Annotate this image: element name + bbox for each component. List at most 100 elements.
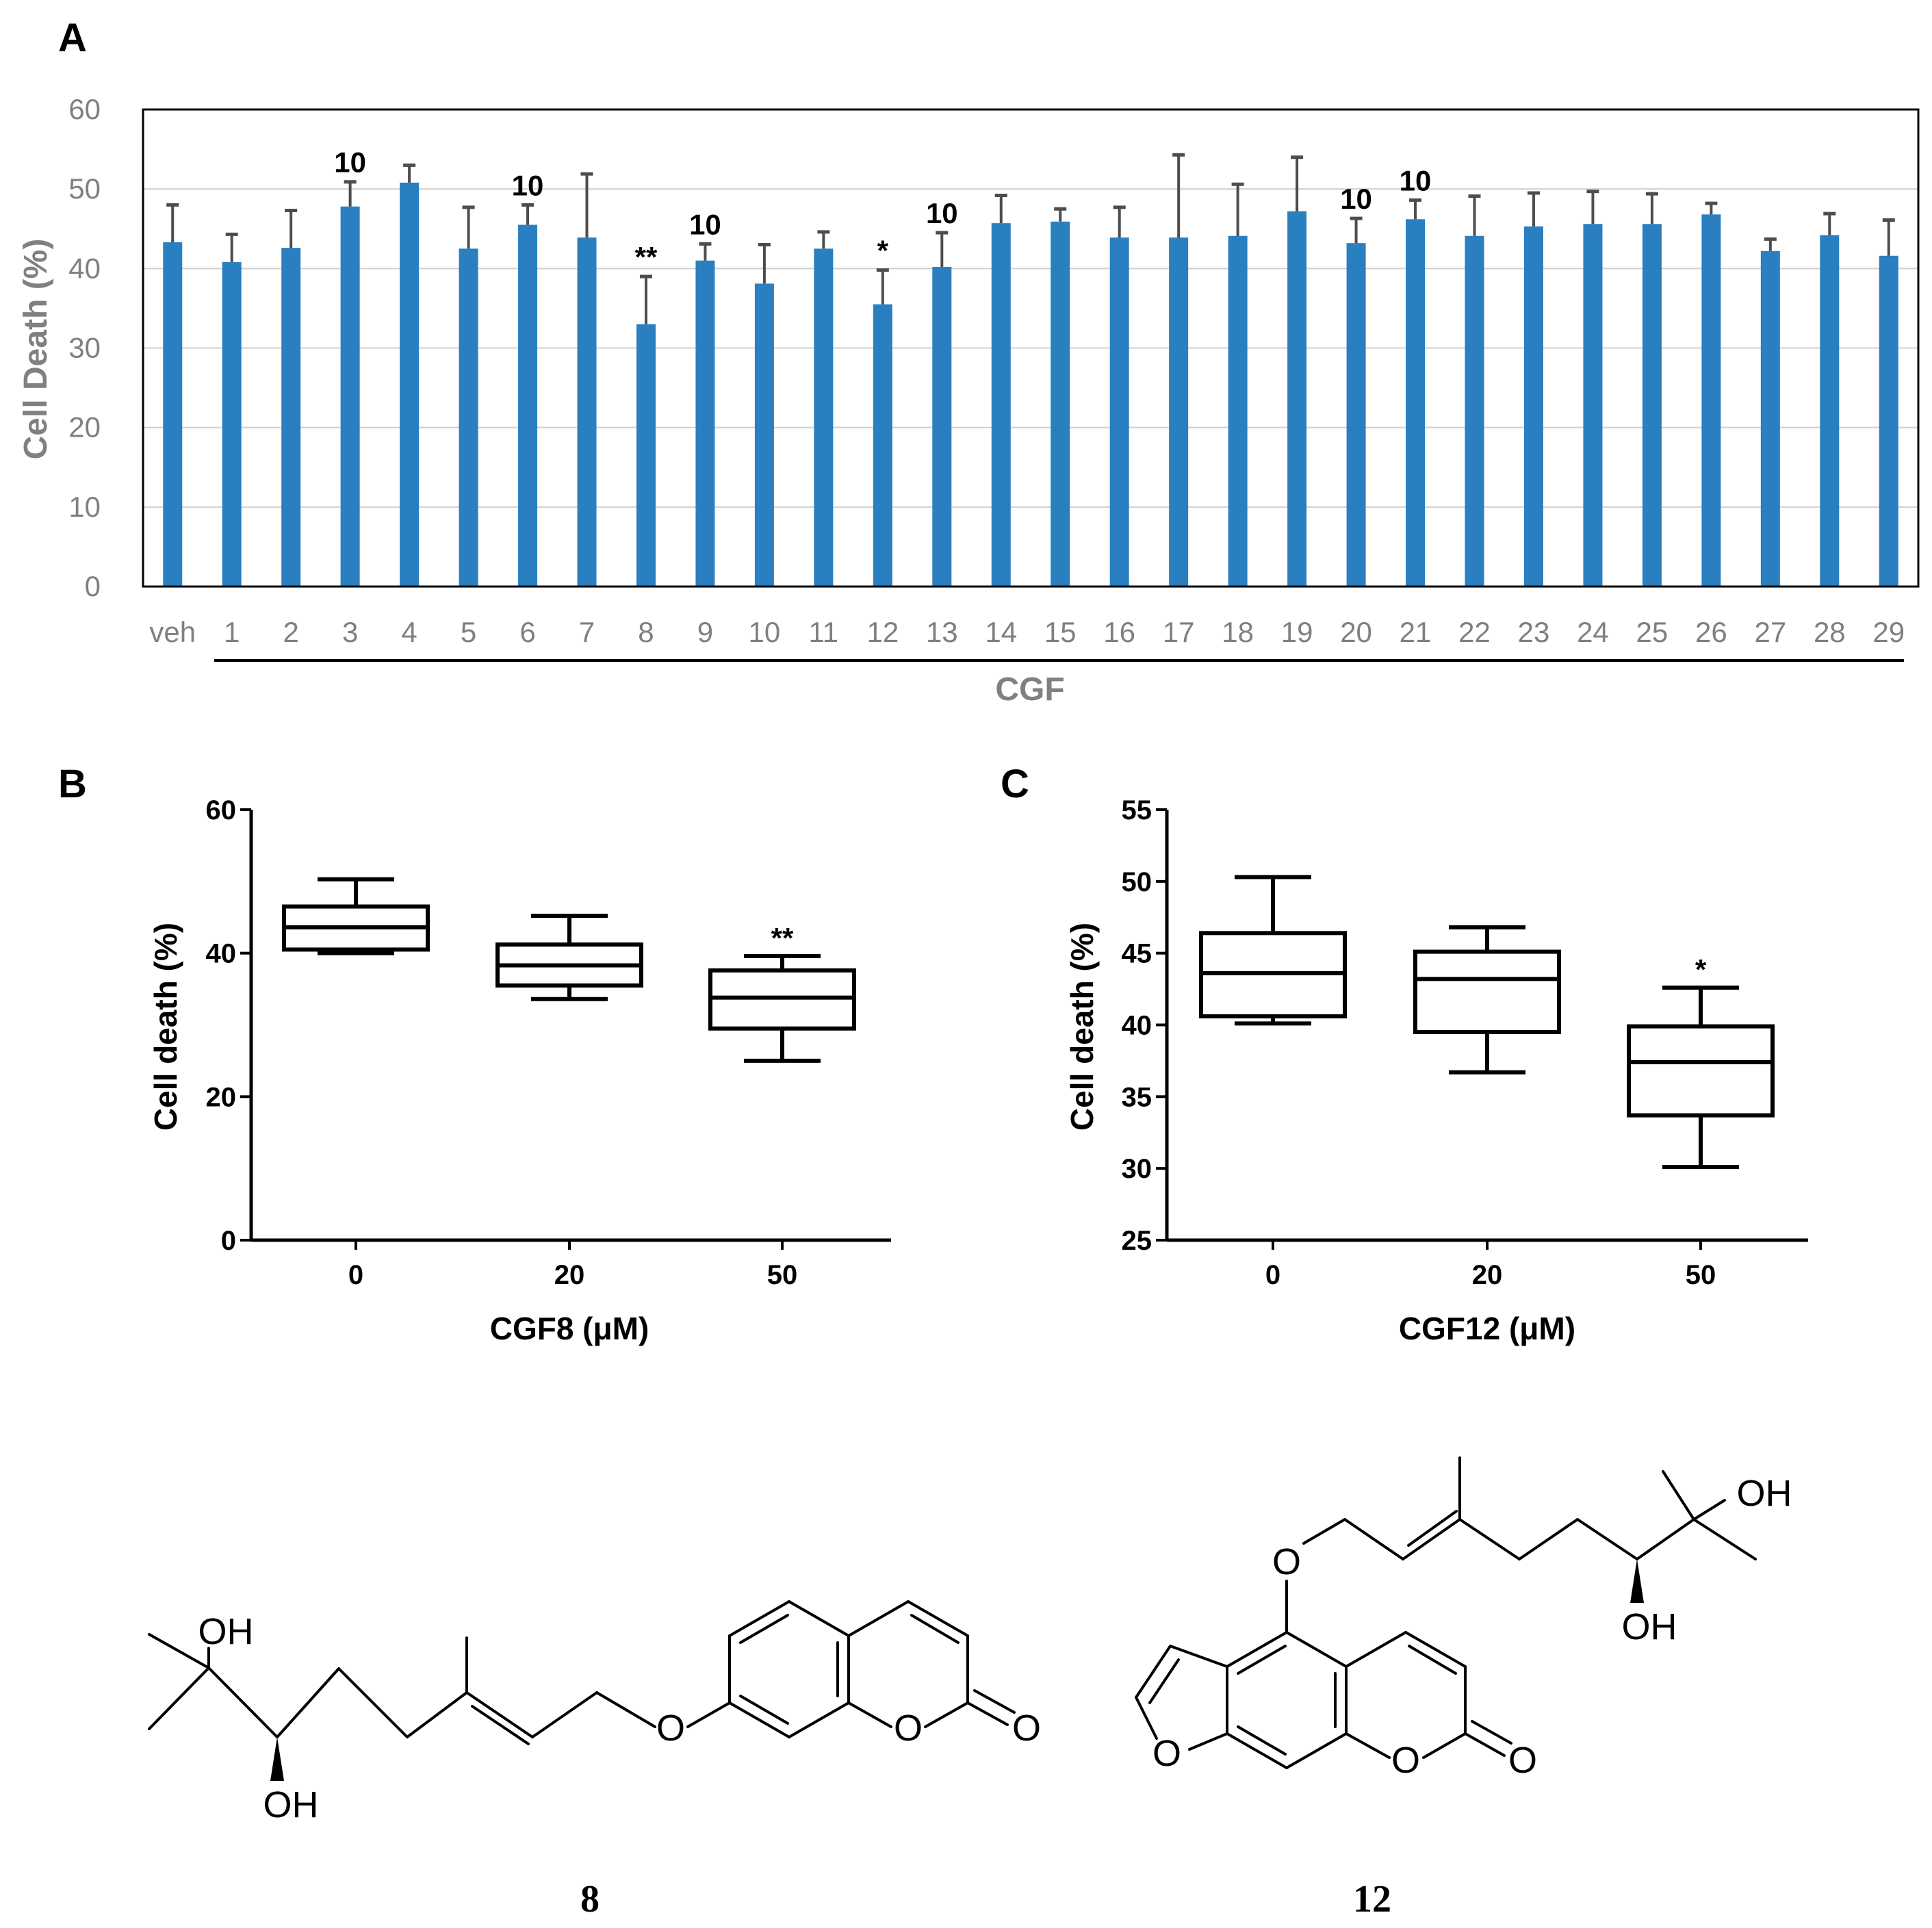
- chart-a-y-label: Cell Death (%): [18, 239, 54, 460]
- chart-a-error-bar-7: [580, 172, 593, 238]
- chart-a-bar-19: [1287, 211, 1307, 587]
- structure-12-bonds: [1135, 1456, 1757, 1769]
- chart-a-bar-13: [932, 267, 952, 587]
- chart-a-bar-15: [1051, 221, 1070, 587]
- panel-letter-a: A: [58, 16, 87, 60]
- structure-8-label: 8: [580, 1878, 600, 1920]
- chart-a-error-bar-3: [344, 180, 357, 207]
- chart-c-annotation: *: [1695, 953, 1707, 986]
- chart-c-box-iqr: [1627, 1024, 1775, 1118]
- chart-a-bar-14: [991, 223, 1011, 587]
- chart-a-x-tick-label: 7: [579, 616, 595, 648]
- chart-a-bar-1: [222, 262, 242, 587]
- chart-c-y-tick-label: 35: [1122, 1082, 1152, 1112]
- chart-a-y-tick-label: 10: [68, 491, 101, 523]
- chart-a-error-bar-19: [1291, 155, 1304, 211]
- chart-c: * 25 30 35 40 45 50 55 0 20 50 CGF12 (μM) Cell d…: [1064, 795, 1808, 1346]
- chart-a-x-tick-label: 29: [1872, 616, 1905, 648]
- chart-a-x-tick-label: 9: [697, 616, 713, 648]
- chart-a-y-tick-label: 0: [85, 570, 101, 602]
- chart-a-annotation: 10: [1400, 164, 1432, 196]
- chart-a-x-tick-label: 17: [1163, 616, 1195, 648]
- chart-a-bar-16: [1109, 237, 1129, 587]
- chart-a-bar-11: [814, 248, 834, 587]
- chart-b-x-tick-label: 50: [767, 1260, 798, 1290]
- chart-a-x-tick-label: 22: [1458, 616, 1491, 648]
- chart-a-bar-27: [1760, 250, 1780, 587]
- chart-a-x-tick-label: 18: [1222, 616, 1254, 648]
- chart-a-x-tick-label: 13: [926, 616, 958, 648]
- chart-c-box-0: [1199, 875, 1347, 1026]
- chart-c-x-ticks: 0 20 50: [1265, 1240, 1716, 1290]
- structure-8-o-ether: O: [656, 1708, 685, 1749]
- chart-a-bar-17: [1169, 237, 1189, 587]
- chart-a-annotation: 10: [334, 146, 366, 179]
- chart-a-x-tick-label: 12: [866, 616, 899, 648]
- chart-a-x-tick-label: 4: [401, 616, 417, 648]
- chart-a-error-bar-25: [1645, 192, 1658, 224]
- chart-a-error-bar-20: [1350, 216, 1363, 244]
- chart-a-error-bar-17: [1172, 153, 1185, 238]
- structure-12-o-carbonyl: O: [1508, 1740, 1537, 1781]
- chart-a-error-bar-5: [462, 205, 475, 249]
- structure-8: OH OH O O O 8: [148, 1600, 1041, 1920]
- chart-a-error-bar-26: [1705, 201, 1718, 215]
- chart-a-error-bar-10: [758, 242, 771, 284]
- chart-a-bar-22: [1465, 235, 1484, 587]
- chart-b-box-0: [282, 877, 430, 955]
- chart-a-x-tick-label: 23: [1518, 616, 1550, 648]
- chart-a-error-bar-13: [936, 231, 949, 268]
- chart-a-error-bar-27: [1764, 237, 1777, 251]
- chart-a-x-tick-label: 8: [638, 616, 654, 648]
- chart-a-error-bar-8: [639, 274, 652, 324]
- structure-8-o-ring: O: [894, 1708, 923, 1749]
- chart-c-x-label: CGF12 (μM): [1399, 1311, 1575, 1346]
- chart-a-annotation: 10: [689, 208, 721, 240]
- panel-letter-c: C: [1001, 762, 1029, 806]
- chart-a-x-tick-label: 3: [342, 616, 358, 648]
- chart-a-y-tick-label: 20: [68, 411, 101, 444]
- chart-a-x-tick-label: 19: [1281, 616, 1313, 648]
- chart-a-error-bar-16: [1113, 205, 1126, 238]
- chart-a-x-tick-label: 11: [809, 616, 839, 648]
- chart-a-bar-28: [1820, 235, 1840, 587]
- chart-a-x-tick-label: 5: [461, 616, 476, 648]
- chart-b-x-label: CGF8 (μM): [490, 1311, 649, 1346]
- structure-12-label: 12: [1353, 1878, 1391, 1920]
- chart-c-y-tick-label: 45: [1122, 939, 1152, 969]
- chart-a-bar-12: [873, 304, 892, 587]
- chart-a-error-bar-15: [1054, 207, 1067, 222]
- chart-a-bar-26: [1701, 214, 1721, 587]
- chart-a-y-tick-label: 60: [68, 93, 101, 125]
- chart-a-frame: [142, 108, 1920, 588]
- chart-c-x-tick-label: 0: [1265, 1260, 1280, 1290]
- chart-a-bar-25: [1642, 224, 1662, 587]
- chart-a-error-bar-veh: [166, 203, 179, 242]
- chart-c-y-label: Cell death (%): [1064, 923, 1100, 1131]
- chart-a-error-bar-18: [1231, 182, 1244, 236]
- chart-c-box-50: *: [1627, 953, 1775, 1170]
- chart-a-error-bar-1: [225, 232, 238, 263]
- chart-a-y-tick-label: 30: [68, 332, 101, 364]
- chart-a-x-tick-label: 26: [1695, 616, 1727, 648]
- chart-c-y-tick-label: 50: [1122, 867, 1152, 897]
- structure-8-oh-top: OH: [198, 1611, 254, 1652]
- chart-a-x-tick-label: 14: [985, 616, 1017, 648]
- chart-a-bar-8: [636, 324, 656, 587]
- chart-a-annotation: **: [635, 241, 658, 273]
- chart-a-bar-4: [400, 182, 420, 587]
- chart-a-bar-2: [281, 248, 301, 587]
- chart-b-box-20: [495, 914, 643, 1001]
- chart-a-error-bar-12: [876, 268, 889, 305]
- chart-a-x-tick-label: 20: [1340, 616, 1372, 648]
- chart-a-bar-7: [577, 237, 597, 587]
- chart-b-x-ticks: 0 20 50: [348, 1240, 797, 1290]
- chart-a-annotation: 10: [1340, 183, 1372, 215]
- chart-a-x-tick-label: 16: [1103, 616, 1135, 648]
- chart-a-y-tick-label: 50: [68, 172, 101, 205]
- chart-c-y-ticks: 25 30 35 40 45 50 55: [1122, 795, 1167, 1256]
- chart-b: ** 0 20 40 60 0 20 50 CGF8 (μM) Cell death (%…: [148, 795, 891, 1346]
- chart-a-error-bar-22: [1468, 194, 1481, 236]
- chart-a-x-ticks: veh 1 2 3 4 5 6 7 8 9 10 11 12 13 14 15 16 17 18 19 20 21 22 23…: [149, 616, 1905, 648]
